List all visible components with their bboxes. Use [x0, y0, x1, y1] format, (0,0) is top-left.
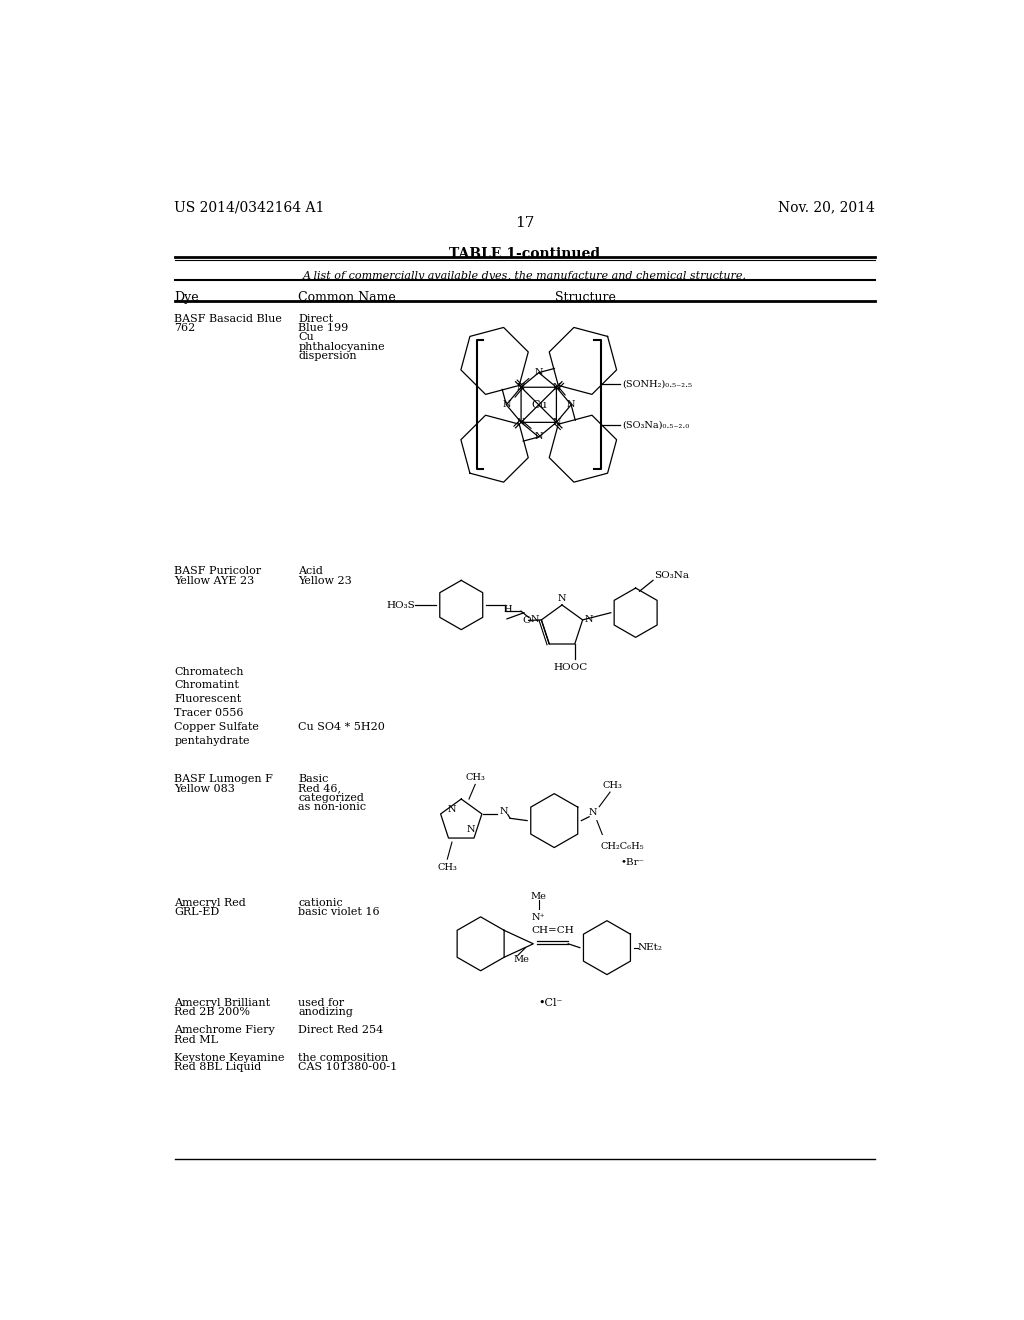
- Text: Blue 199: Blue 199: [299, 323, 349, 333]
- Text: cationic: cationic: [299, 898, 343, 908]
- Text: 17: 17: [515, 216, 535, 230]
- Text: BASF Lumogen F: BASF Lumogen F: [174, 775, 273, 784]
- Text: Cu SO4 * 5H20: Cu SO4 * 5H20: [299, 722, 385, 733]
- Text: Cu: Cu: [299, 333, 314, 342]
- Text: N: N: [517, 418, 525, 426]
- Text: Tracer 0556: Tracer 0556: [174, 708, 244, 718]
- Text: categorized: categorized: [299, 793, 365, 803]
- Text: •Cl⁻: •Cl⁻: [539, 998, 563, 1007]
- Text: N: N: [567, 400, 575, 409]
- Text: N: N: [552, 383, 561, 392]
- Text: Chromatech: Chromatech: [174, 667, 244, 677]
- Text: NEt₂: NEt₂: [638, 944, 663, 952]
- Text: Red 46,: Red 46,: [299, 784, 341, 793]
- Text: pentahydrate: pentahydrate: [174, 737, 250, 746]
- Text: BASF Basacid Blue: BASF Basacid Blue: [174, 314, 283, 323]
- Text: N: N: [535, 433, 543, 441]
- Text: Me: Me: [530, 891, 547, 900]
- Text: •Br⁻: •Br⁻: [621, 858, 644, 867]
- Text: Keystone Keyamine: Keystone Keyamine: [174, 1053, 285, 1063]
- Text: SO₃Na: SO₃Na: [654, 572, 689, 581]
- Text: Me: Me: [514, 954, 529, 964]
- Text: Yellow 083: Yellow 083: [174, 784, 236, 793]
- Text: N: N: [589, 808, 597, 817]
- Text: N: N: [530, 615, 539, 624]
- Text: N: N: [552, 418, 561, 426]
- Text: Cu: Cu: [530, 400, 547, 409]
- Text: N: N: [500, 807, 509, 816]
- Text: H: H: [504, 606, 512, 614]
- Text: CH₂C₆H₅: CH₂C₆H₅: [601, 842, 644, 851]
- Text: N: N: [535, 368, 543, 378]
- Text: N: N: [502, 400, 511, 409]
- Text: CAS 101380-00-1: CAS 101380-00-1: [299, 1063, 397, 1072]
- Text: Dye: Dye: [174, 290, 199, 304]
- Text: Amecryl Brilliant: Amecryl Brilliant: [174, 998, 270, 1007]
- Text: Acid: Acid: [299, 566, 324, 577]
- Text: A list of commercially available dyes, the manufacture and chemical structure.: A list of commercially available dyes, t…: [303, 271, 746, 281]
- Text: GRL-ED: GRL-ED: [174, 907, 220, 917]
- Text: phthalocyanine: phthalocyanine: [299, 342, 385, 351]
- Text: Fluorescent: Fluorescent: [174, 694, 242, 705]
- Text: O: O: [522, 616, 530, 624]
- Text: HO₃S: HO₃S: [386, 601, 415, 610]
- Text: N: N: [517, 383, 525, 392]
- Text: Amechrome Fiery: Amechrome Fiery: [174, 1026, 275, 1035]
- Text: Amecryl Red: Amecryl Red: [174, 898, 246, 908]
- Text: N⁺: N⁺: [531, 913, 546, 921]
- Text: CH₃: CH₃: [602, 781, 623, 789]
- Text: the composition: the composition: [299, 1053, 389, 1063]
- Text: dispersion: dispersion: [299, 351, 357, 360]
- Text: Red 2B 200%: Red 2B 200%: [174, 1007, 251, 1016]
- Text: Common Name: Common Name: [299, 290, 396, 304]
- Text: BASF Puricolor: BASF Puricolor: [174, 566, 261, 577]
- Text: N: N: [558, 594, 566, 603]
- Text: CH₃: CH₃: [437, 863, 458, 873]
- Text: CH=CH: CH=CH: [531, 925, 574, 935]
- Text: (SO₃Na)₀.₅₋₂.₀: (SO₃Na)₀.₅₋₂.₀: [623, 421, 689, 430]
- Text: TABLE 1-continued: TABLE 1-continued: [450, 247, 600, 261]
- Text: basic violet 16: basic violet 16: [299, 907, 380, 917]
- Text: Direct Red 254: Direct Red 254: [299, 1026, 384, 1035]
- Text: Yellow AYE 23: Yellow AYE 23: [174, 576, 255, 586]
- Text: anodizing: anodizing: [299, 1007, 353, 1016]
- Text: HOOC: HOOC: [554, 663, 588, 672]
- Text: Red ML: Red ML: [174, 1035, 218, 1044]
- Text: Red 8BL Liquid: Red 8BL Liquid: [174, 1063, 262, 1072]
- Text: US 2014/0342164 A1: US 2014/0342164 A1: [174, 201, 325, 215]
- Text: Nov. 20, 2014: Nov. 20, 2014: [778, 201, 876, 215]
- Text: Copper Sulfate: Copper Sulfate: [174, 722, 259, 733]
- Text: Basic: Basic: [299, 775, 329, 784]
- Text: (SONH₂)₀.₅₋₂.₅: (SONH₂)₀.₅₋₂.₅: [623, 380, 692, 389]
- Text: Yellow 23: Yellow 23: [299, 576, 352, 586]
- Text: used for: used for: [299, 998, 345, 1007]
- Text: CH₃: CH₃: [465, 774, 485, 781]
- Text: Direct: Direct: [299, 314, 334, 323]
- Text: Structure: Structure: [555, 290, 615, 304]
- Text: N: N: [466, 825, 475, 834]
- Text: N: N: [585, 615, 594, 624]
- Text: Chromatint: Chromatint: [174, 681, 240, 690]
- Text: N: N: [447, 805, 457, 813]
- Text: 762: 762: [174, 323, 196, 333]
- Text: as non-ionic: as non-ionic: [299, 803, 367, 812]
